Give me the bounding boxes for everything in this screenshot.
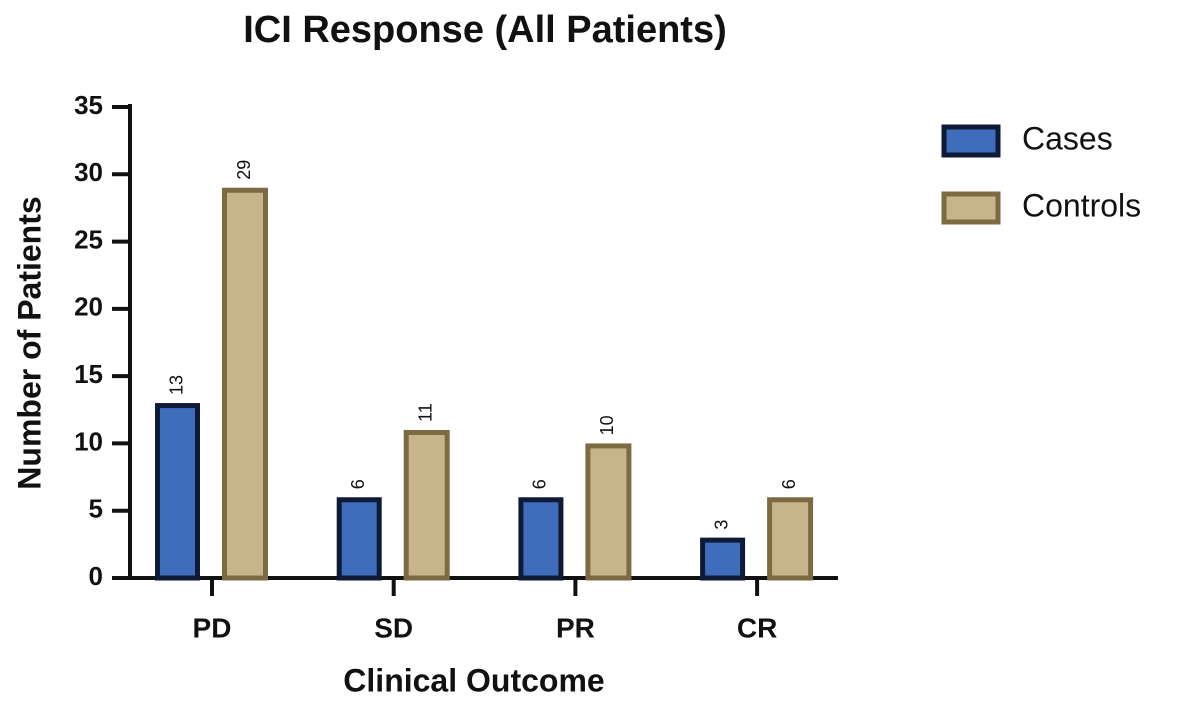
bar — [222, 187, 268, 581]
y-axis-title: Number of Patients — [11, 196, 47, 489]
x-tick-label: CR — [737, 612, 777, 643]
y-tick-label: 25 — [74, 224, 103, 254]
bar — [518, 497, 564, 581]
y-tick-label: 5 — [89, 494, 103, 524]
x-tick-label: PD — [193, 612, 232, 643]
y-tick-label: 10 — [74, 426, 103, 456]
legend-swatch — [941, 191, 1001, 225]
bar — [585, 443, 632, 581]
value-label: 29 — [234, 160, 254, 180]
bar — [700, 537, 746, 581]
x-tick-label: SD — [374, 612, 413, 643]
value-label: 3 — [711, 520, 731, 530]
legend-label: Cases — [1022, 120, 1113, 156]
y-tick-label: 15 — [74, 359, 103, 389]
value-label: 10 — [597, 415, 617, 435]
legend-swatch — [941, 124, 1001, 158]
x-tick-label: PR — [556, 612, 595, 643]
value-label: 6 — [530, 479, 550, 489]
bar — [767, 497, 814, 581]
y-tick-label: 20 — [74, 292, 103, 322]
y-tick-label: 0 — [89, 561, 103, 591]
x-axis-title: Clinical Outcome — [343, 662, 604, 698]
chart-title: ICI Response (All Patients) — [243, 9, 727, 51]
y-tick-label: 30 — [74, 157, 103, 187]
y-tick-label: 35 — [74, 90, 103, 120]
value-label: 13 — [166, 375, 186, 395]
value-label: 11 — [415, 403, 435, 422]
value-label: 6 — [779, 479, 799, 489]
bar — [336, 497, 382, 581]
bar — [155, 403, 200, 581]
legend-label: Controls — [1022, 187, 1141, 223]
bar — [403, 429, 450, 581]
value-label: 6 — [348, 479, 368, 489]
